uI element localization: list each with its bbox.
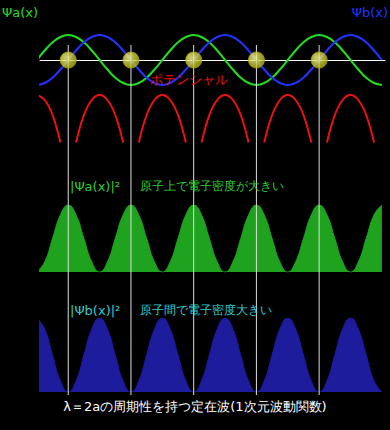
svg-text:λ＝2aの周期性を持つ定在波(1次元波動関数): λ＝2aの周期性を持つ定在波(1次元波動関数) [63,399,326,414]
svg-text:原子間で電子密度大きい: 原子間で電子密度大きい [140,303,272,317]
svg-text:原子上で電子密度が大きい: 原子上で電子密度が大きい [140,179,284,193]
svg-text:Ψa(x): Ψa(x) [2,5,38,20]
svg-text:ポテンシャル: ポテンシャル [150,72,228,87]
svg-text:Ψb(x): Ψb(x) [352,5,388,20]
svg-text:|Ψa(x)|²: |Ψa(x)|² [70,179,120,194]
svg-text:|Ψb(x)|²: |Ψb(x)|² [70,303,120,318]
